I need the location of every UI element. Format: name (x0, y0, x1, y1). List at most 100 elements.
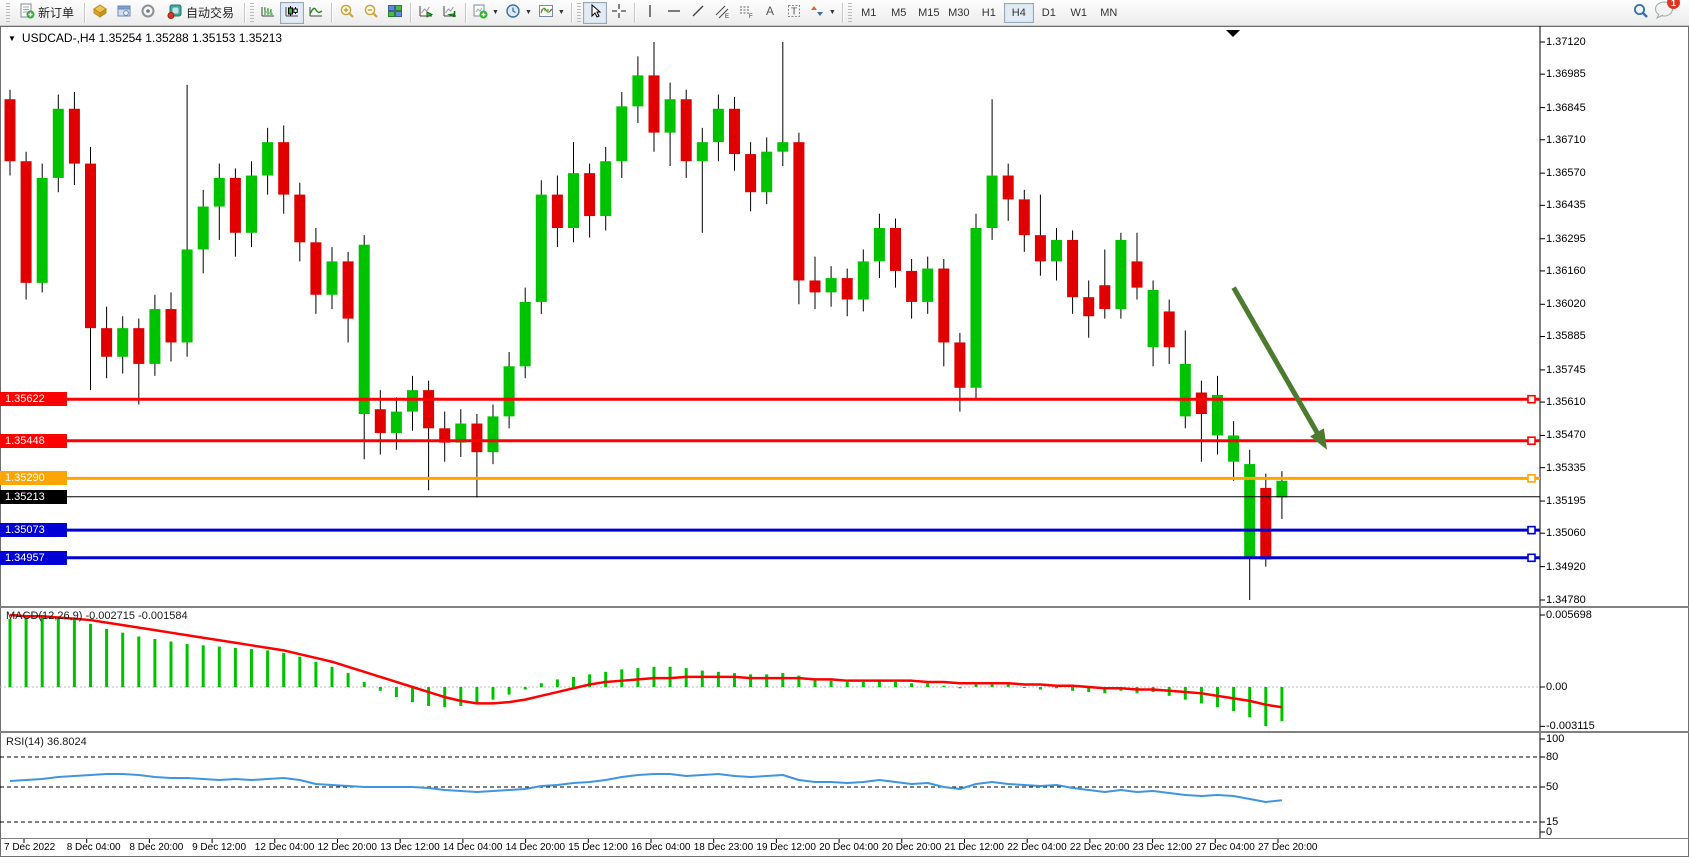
timeframe-M1[interactable]: M1 (854, 3, 884, 23)
candlestick-chart-button[interactable] (280, 1, 305, 24)
separator (633, 2, 635, 23)
search-button[interactable] (1629, 2, 1653, 24)
cursor-button[interactable] (582, 1, 607, 24)
crosshair-button[interactable] (607, 2, 631, 24)
rsi-axis-label: 50 (1546, 781, 1559, 793)
market-watch-button[interactable] (88, 2, 112, 24)
candlestick-chart-icon (284, 3, 300, 22)
bar-chart-button[interactable] (256, 2, 280, 24)
notifications-button[interactable]: 1 (1653, 0, 1680, 25)
macd-bar (201, 645, 205, 687)
chart-shift-icon (442, 3, 458, 22)
trend-arrow[interactable] (1231, 286, 1325, 443)
new-order-button[interactable]: 新订单 (12, 2, 81, 24)
toolbar-grip (576, 2, 581, 23)
rsi-panel-separator[interactable] (0, 731, 1689, 733)
rsi-axis-label: 80 (1546, 751, 1559, 763)
candle-body (1051, 239, 1062, 262)
text-label-button[interactable]: T (782, 2, 806, 24)
candle-body (890, 227, 901, 271)
timeframe-D1[interactable]: D1 (1034, 3, 1064, 23)
time-axis-label: 22 Dec 04:00 (1007, 842, 1067, 853)
line-anchor[interactable] (1527, 553, 1536, 563)
macd-bar (749, 674, 753, 687)
indicators-button[interactable]: ▼ (535, 2, 568, 24)
macd-bar (604, 671, 608, 687)
new-chart-button[interactable]: ▼ (469, 2, 502, 24)
candle-body (439, 428, 451, 443)
candle-body (133, 328, 145, 364)
line-anchor[interactable] (1527, 394, 1536, 404)
timeframe-M15[interactable]: M15 (914, 3, 944, 23)
candle-body (85, 163, 96, 329)
timeframe-H1[interactable]: H1 (974, 3, 1004, 23)
candlestick-series[interactable] (4, 42, 1288, 600)
navigator-button[interactable] (112, 2, 136, 24)
timeframe-MN[interactable]: MN (1094, 3, 1124, 23)
time-axis-label: 14 Dec 20:00 (505, 842, 566, 853)
text-button[interactable]: A (758, 2, 782, 24)
line-chart-button[interactable] (304, 2, 328, 24)
candle-body (712, 108, 724, 143)
chart-canvas[interactable] (0, 26, 1689, 863)
time-axis-label: 27 Dec 04:00 (1195, 842, 1255, 853)
macd-bar (926, 683, 930, 687)
line-anchor[interactable] (1527, 474, 1536, 483)
fibonacci-button[interactable]: F (734, 2, 758, 24)
separator (465, 2, 467, 23)
timeframe-M30[interactable]: M30 (944, 3, 974, 23)
line-anchor[interactable] (1527, 525, 1536, 535)
price-axis-label: 1.35195 (1546, 495, 1586, 508)
timeframe-H4[interactable]: H4 (1003, 2, 1034, 23)
macd-bar (153, 639, 157, 687)
arrows-button[interactable]: ▼ (806, 2, 839, 24)
signals-button[interactable] (136, 2, 160, 24)
timeframe-M5[interactable]: M5 (884, 3, 914, 23)
candle-body (229, 177, 241, 233)
svg-text:T: T (791, 7, 797, 18)
separator (84, 2, 86, 23)
macd-bar (1280, 687, 1284, 722)
horizontal-line-button[interactable] (662, 2, 686, 24)
chart-shift-button[interactable] (438, 2, 462, 24)
tile-windows-button[interactable] (383, 2, 407, 24)
macd-bar (700, 670, 704, 687)
line-anchor[interactable] (1527, 436, 1536, 446)
macd-panel-separator[interactable] (0, 606, 1689, 608)
trendline-button[interactable] (686, 2, 710, 24)
macd-axis-label: 0.00 (1546, 681, 1568, 693)
macd-bar (137, 636, 141, 687)
auto-scroll-icon (418, 3, 434, 22)
candle-body (1034, 235, 1046, 262)
chevron-down-icon: ▼ (828, 9, 836, 16)
macd-bar (845, 681, 849, 687)
candle-body (4, 99, 16, 162)
macd-bar (942, 685, 946, 687)
macd-bar (56, 617, 60, 687)
macd-bar (1103, 687, 1107, 694)
time-axis-label: 23 Dec 12:00 (1132, 842, 1193, 853)
time-axis-label: 12 Dec 04:00 (254, 842, 315, 853)
candle-body (551, 194, 563, 228)
price-axis-label: 1.36020 (1546, 298, 1586, 311)
candle-body (1131, 261, 1143, 288)
chart-window[interactable]: ▼ USDCAD-,H4 1.35254 1.35288 1.35153 1.35… (0, 26, 1689, 863)
chart-menu-triangle-icon[interactable]: ▼ (8, 34, 16, 43)
candle-body (197, 206, 209, 250)
price-axis-label: 1.34780 (1546, 593, 1586, 606)
zoom-in-button[interactable] (335, 2, 359, 24)
profiles-button[interactable]: ▼ (502, 2, 535, 24)
candle-body (584, 173, 596, 217)
autotrading-button[interactable]: 自动交易 (160, 2, 241, 24)
toolbar: 新订单 自动交易 ▼ ▼ ▼ E F A T ▼ (0, 0, 1689, 26)
vertical-line-button[interactable] (638, 2, 662, 24)
macd-bar (861, 681, 865, 687)
auto-scroll-button[interactable] (414, 2, 438, 24)
channel-button[interactable]: E (710, 2, 734, 24)
macd-bar (89, 623, 92, 687)
timeframe-W1[interactable]: W1 (1064, 3, 1094, 23)
rsi-axis-label: 0 (1546, 826, 1553, 838)
chart-shift-marker-icon[interactable] (1226, 30, 1240, 37)
time-axis-label: 12 Dec 20:00 (317, 842, 378, 853)
zoom-out-button[interactable] (359, 2, 383, 24)
